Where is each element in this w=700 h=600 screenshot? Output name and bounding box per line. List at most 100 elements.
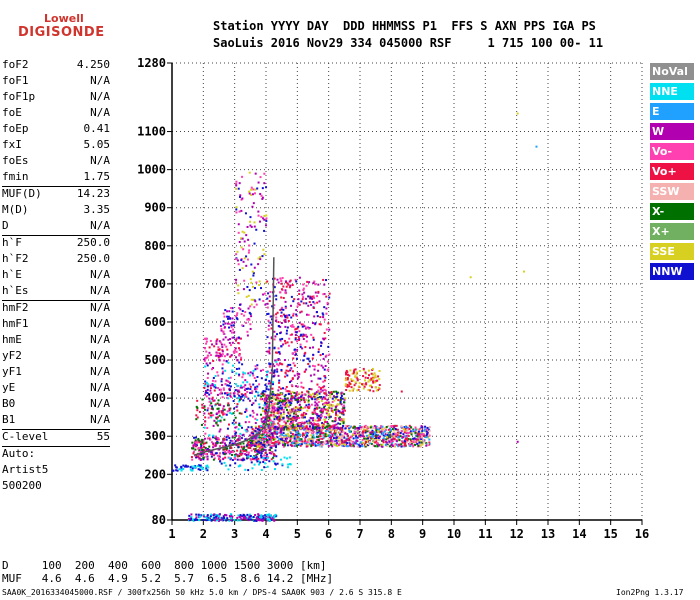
echo-point — [307, 437, 310, 440]
echo-point — [258, 280, 261, 283]
echo-point — [270, 432, 273, 435]
echo-point — [200, 423, 203, 426]
echo-point — [229, 338, 232, 341]
echo-point — [302, 416, 305, 419]
echo-point — [343, 401, 346, 404]
echo-point — [243, 279, 246, 282]
echo-point — [328, 391, 331, 394]
echo-point — [213, 513, 216, 516]
echo-point — [392, 432, 395, 435]
param-row: C-level 55 — [2, 429, 110, 446]
echo-point — [335, 439, 338, 442]
station-header: Station YYYY DAY DDD HHMMSS P1 FFS S AXN… — [213, 18, 603, 52]
echo-point — [242, 394, 245, 397]
echo-point — [381, 443, 384, 446]
echo-point — [366, 441, 369, 444]
echo-point — [217, 519, 220, 522]
echo-point — [212, 436, 215, 439]
echo-point — [213, 516, 216, 519]
echo-point — [260, 424, 263, 427]
echo-point — [221, 441, 224, 444]
echo-point — [206, 388, 209, 391]
echo-point — [535, 145, 538, 148]
echo-point — [225, 379, 228, 382]
echo-point — [230, 307, 233, 310]
echo-point — [244, 389, 247, 392]
echo-point — [343, 398, 346, 401]
echo-point — [263, 421, 266, 424]
echo-point — [278, 411, 281, 414]
echo-point — [214, 374, 217, 377]
echo-point — [225, 413, 228, 416]
echo-point — [204, 516, 207, 519]
echo-point — [307, 327, 310, 330]
echo-point — [374, 374, 377, 377]
echo-point — [278, 438, 281, 441]
echo-point — [284, 292, 287, 295]
echo-point — [209, 400, 212, 403]
echo-point — [358, 433, 361, 436]
echo-point — [205, 465, 208, 468]
echo-point — [253, 442, 256, 445]
echo-point — [265, 388, 268, 391]
echo-point — [370, 436, 373, 439]
echo-point — [273, 519, 276, 522]
echo-point — [285, 426, 288, 429]
echo-point — [237, 397, 240, 400]
echo-point — [224, 383, 227, 386]
echo-point — [284, 388, 287, 391]
param-row: yF1 N/A — [2, 365, 110, 381]
echo-point — [197, 513, 200, 516]
echo-point — [335, 397, 338, 400]
echo-point — [366, 439, 369, 442]
echo-point — [423, 433, 426, 436]
echo-point — [266, 297, 269, 300]
echo-point — [288, 390, 291, 393]
param-value: N/A — [90, 333, 110, 346]
echo-point — [299, 345, 302, 348]
echo-point — [317, 389, 320, 392]
echo-point — [288, 400, 291, 403]
echo-point — [422, 440, 425, 443]
echo-point — [328, 405, 331, 408]
echo-point — [259, 461, 262, 464]
echo-point — [423, 429, 426, 432]
echo-point — [369, 431, 372, 434]
echo-point — [218, 456, 221, 459]
echo-point — [259, 435, 262, 438]
echo-point — [348, 425, 351, 428]
echo-point — [224, 464, 227, 467]
echo-point — [372, 390, 375, 393]
echo-point — [377, 389, 380, 392]
echo-point — [237, 446, 240, 449]
echo-point — [241, 376, 244, 379]
echo-point — [354, 368, 357, 371]
echo-point — [358, 434, 361, 437]
echo-point — [331, 428, 334, 431]
echo-point — [377, 426, 380, 429]
echo-point — [222, 330, 225, 333]
echo-point — [307, 313, 310, 316]
echo-point — [284, 289, 287, 292]
echo-point — [238, 400, 241, 403]
echo-point — [242, 399, 245, 402]
echo-point — [300, 416, 303, 419]
echo-point — [293, 364, 296, 367]
echo-point — [400, 430, 403, 433]
echo-point — [321, 403, 324, 406]
echo-point — [200, 445, 203, 448]
echo-point — [302, 359, 305, 362]
echo-point — [329, 396, 332, 399]
echo-point — [280, 345, 283, 348]
echo-point — [273, 468, 276, 471]
echo-point — [337, 391, 340, 394]
echo-point — [246, 415, 249, 418]
echo-point — [297, 437, 300, 440]
echo-point — [337, 399, 340, 402]
echo-point — [335, 392, 338, 395]
echo-point — [220, 355, 223, 358]
echo-point — [225, 514, 228, 517]
echo-point — [236, 409, 239, 412]
echo-point — [266, 373, 269, 376]
echo-point — [302, 338, 305, 341]
